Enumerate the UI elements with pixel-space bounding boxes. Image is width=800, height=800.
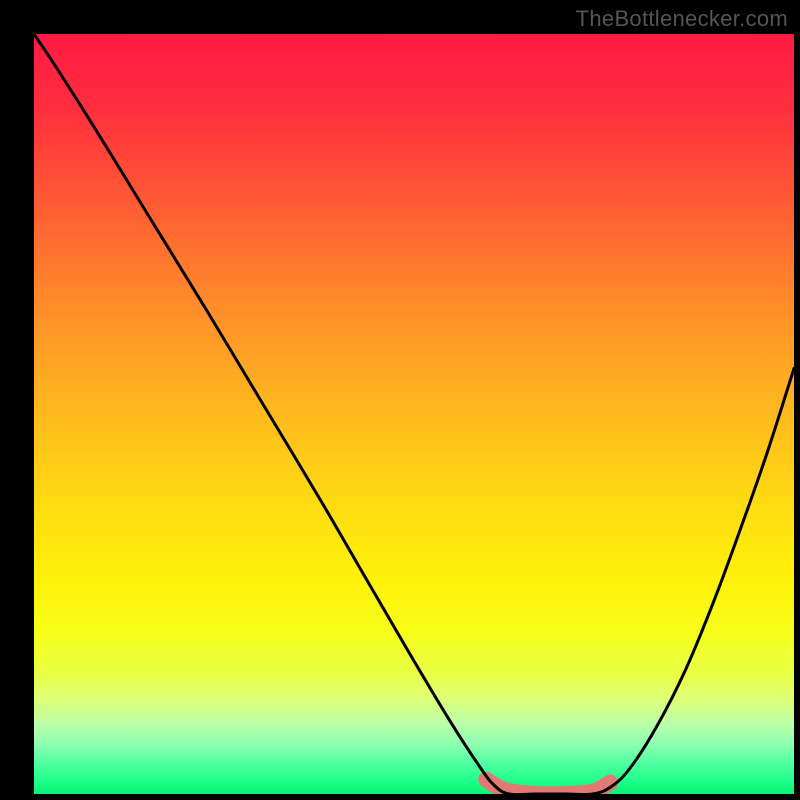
watermark-text: TheBottlenecker.com	[576, 6, 788, 32]
bottleneck-chart	[34, 34, 794, 794]
chart-container	[34, 34, 794, 794]
